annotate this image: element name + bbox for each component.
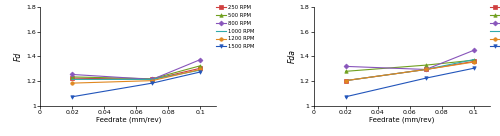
Legend: 250 RPM, 500 RPM, 800 RPM, 1000 RPM, 1200 RPM, 1500 RPM: 250 RPM, 500 RPM, 800 RPM, 1000 RPM, 120… (490, 5, 500, 49)
X-axis label: Feedrate (mm/rev): Feedrate (mm/rev) (96, 117, 161, 123)
X-axis label: Feedrate (mm/rev): Feedrate (mm/rev) (369, 117, 434, 123)
Y-axis label: Fd: Fd (14, 52, 23, 61)
Legend: 250 RPM, 500 RPM, 800 RPM, 1000 RPM, 1200 RPM, 1500 RPM: 250 RPM, 500 RPM, 800 RPM, 1000 RPM, 120… (216, 5, 254, 49)
Y-axis label: Fda: Fda (288, 50, 296, 63)
